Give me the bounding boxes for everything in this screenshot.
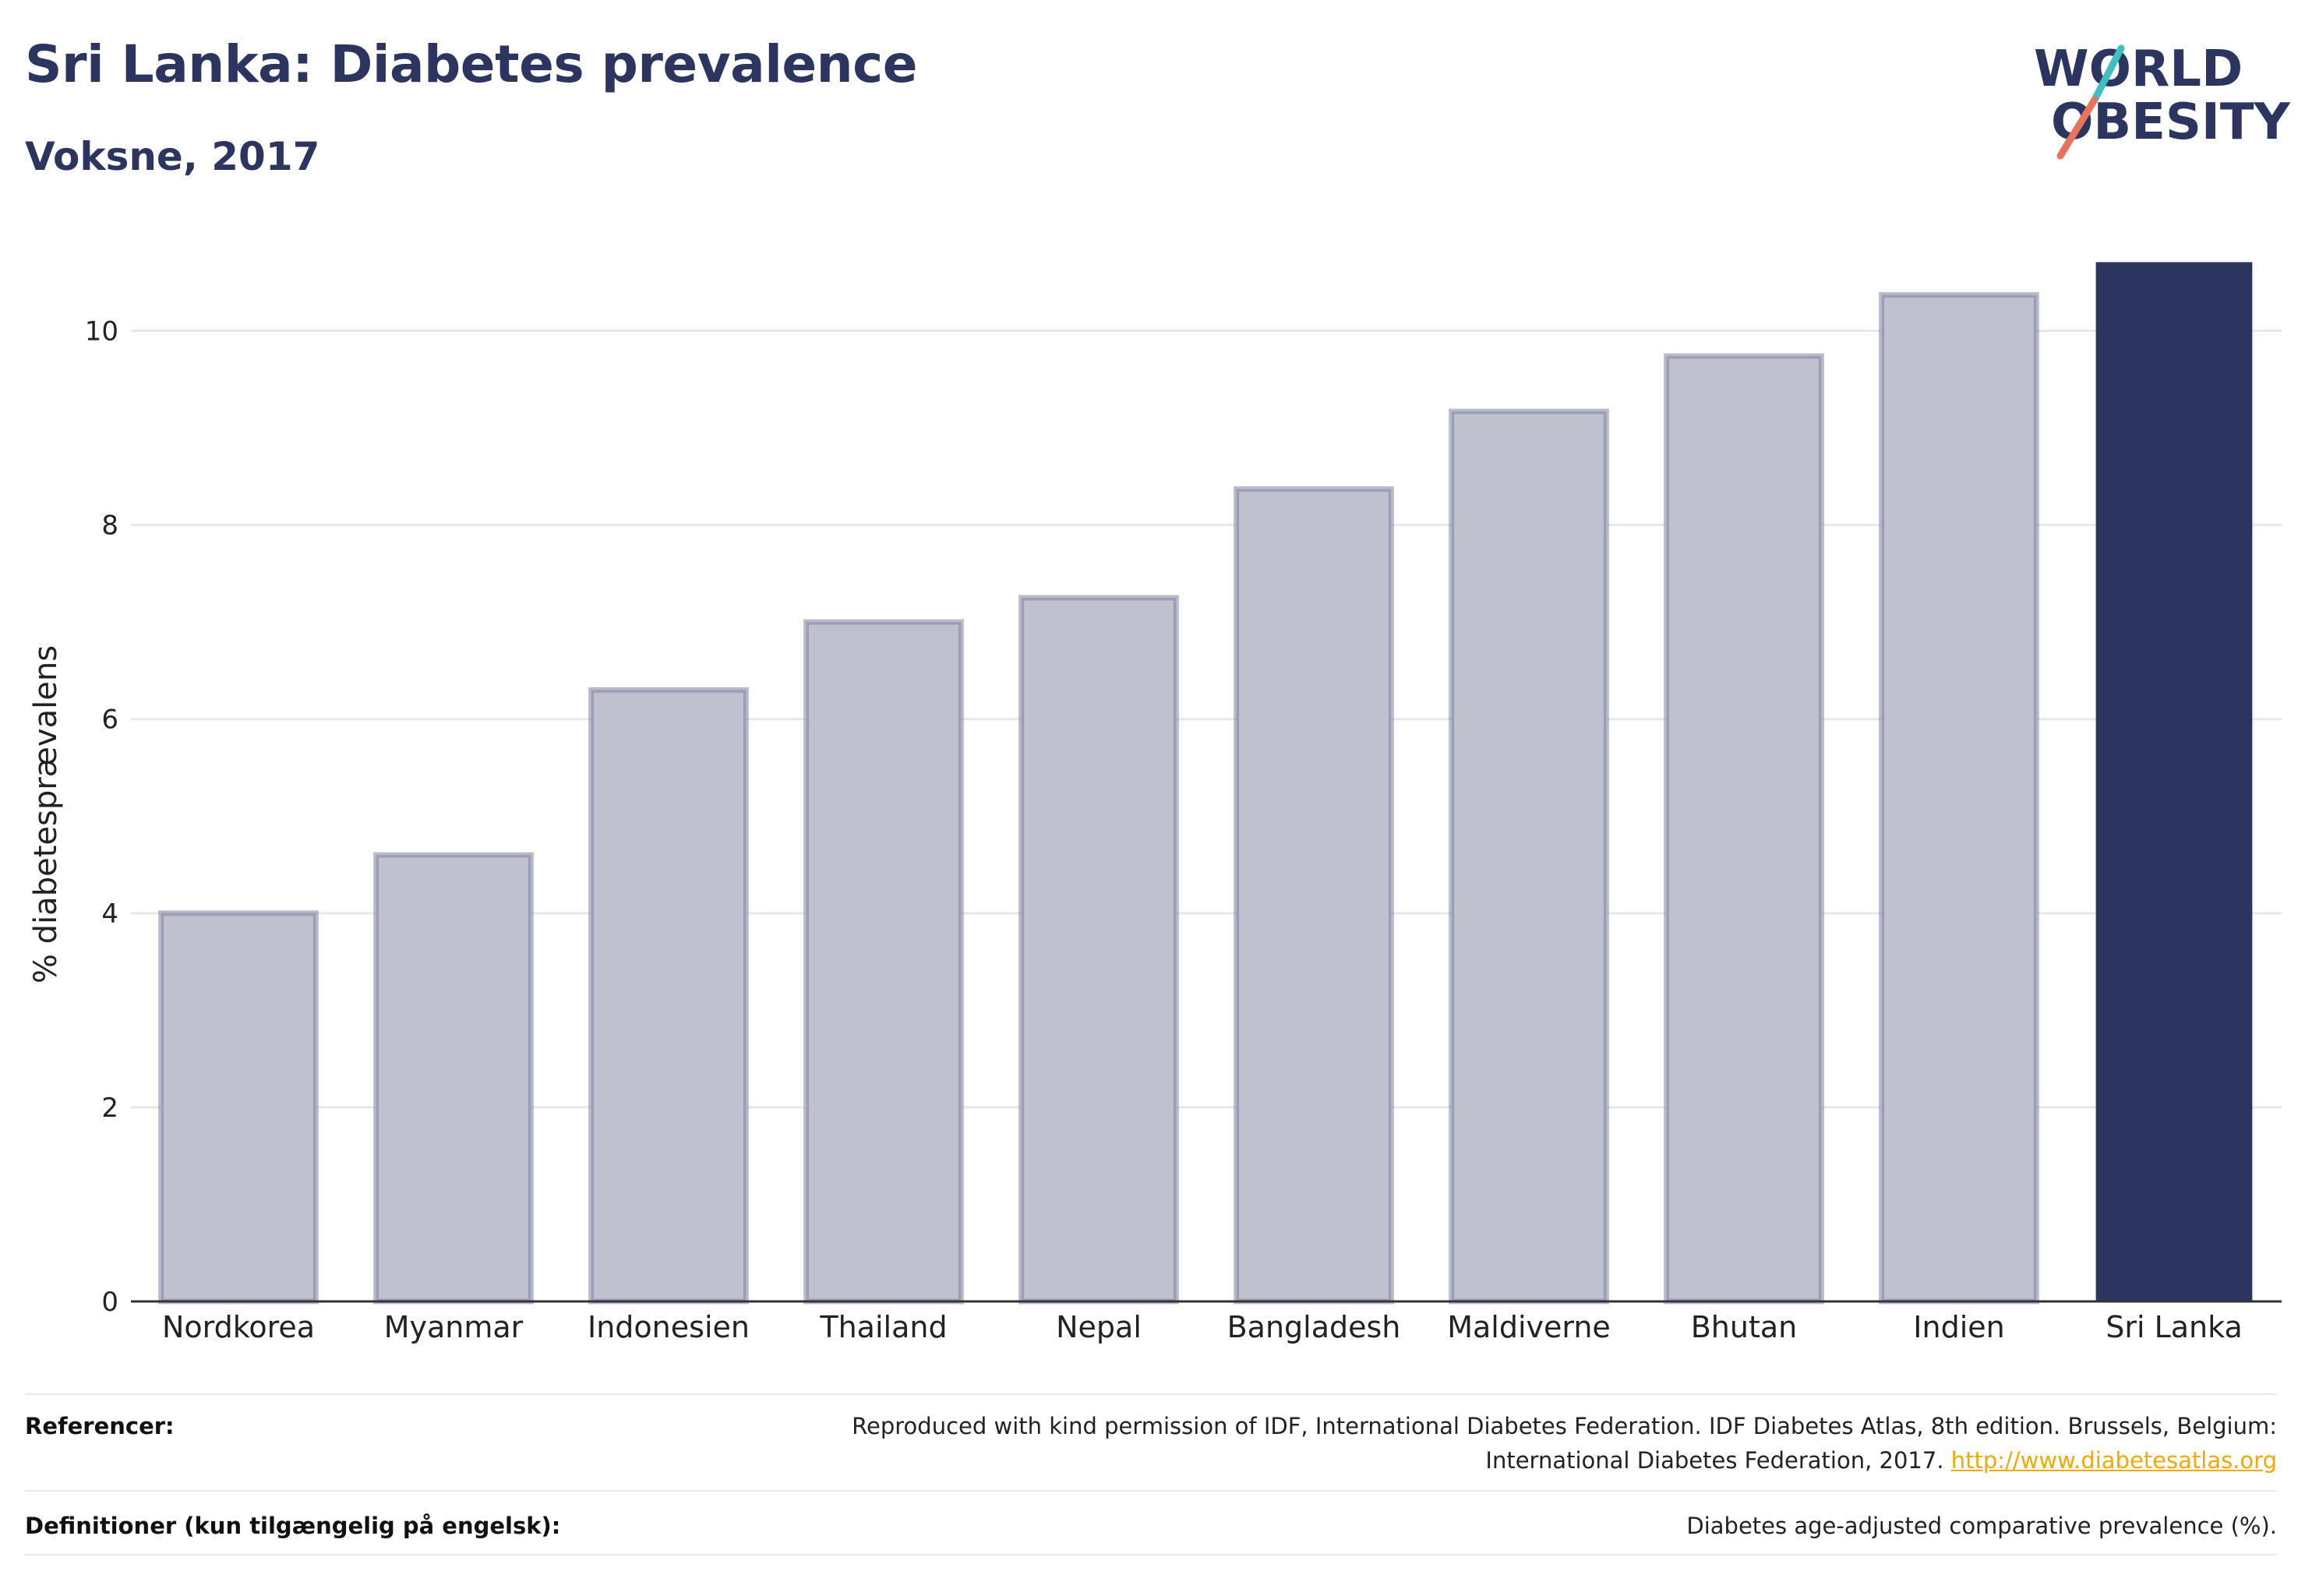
y-axis-label: % diabetesprævalens: [28, 645, 64, 983]
references-line-2-text: International Diabetes Federation, 2017.: [1485, 1447, 1944, 1474]
bar-maldiverne: [1449, 408, 1609, 1305]
x-tick-label: Nepal: [1056, 1310, 1142, 1344]
bar-bangladesh: [1234, 486, 1394, 1305]
logo-slash-coral: [2056, 96, 2099, 160]
bar-bhutan: [1664, 353, 1824, 1305]
footer-divider-middle: [25, 1490, 2277, 1492]
references-label: Referencer:: [25, 1413, 175, 1439]
y-tick-label: 10: [85, 316, 118, 348]
bar-nordkorea: [158, 910, 319, 1305]
references-link[interactable]: http://www.diabetesatlas.org: [1950, 1447, 2277, 1474]
definitions-row: Definitioner (kun tilgængelig på engelsk…: [25, 1509, 2277, 1543]
x-tick-label: Bhutan: [1691, 1310, 1798, 1344]
chart-title: Sri Lanka: Diabetes prevalence: [25, 34, 917, 94]
bar-nepal: [1018, 595, 1179, 1305]
y-tick-label: 0: [101, 1287, 118, 1318]
references-line-2: International Diabetes Federation, 2017.…: [852, 1443, 2277, 1478]
bar-thailand: [803, 619, 964, 1305]
x-tick-label: Indien: [1913, 1310, 2004, 1344]
x-tick-label: Thailand: [819, 1310, 947, 1344]
bar-indonesien: [588, 687, 749, 1305]
bar-myanmar: [373, 852, 534, 1305]
references-line-1: Reproduced with kind permission of IDF, …: [852, 1413, 2277, 1439]
x-tick-label: Indonesien: [588, 1310, 750, 1344]
logo-slash-teal: [2091, 44, 2125, 104]
logo-line1: WORLD: [2034, 41, 2243, 98]
x-axis-labels: Nordkorea Myanmar Indonesien Thailand Nepal B…: [162, 1310, 2243, 1344]
x-tick-label: Maldiverne: [1447, 1310, 1611, 1344]
bars: [158, 262, 2253, 1305]
x-tick-label: Sri Lanka: [2106, 1310, 2243, 1344]
references-text: Reproduced with kind permission of IDF, …: [852, 1409, 2277, 1478]
y-tick-label: 6: [101, 704, 118, 736]
footer-divider-bottom: [25, 1554, 2277, 1555]
x-tick-label: Nordkorea: [162, 1310, 315, 1344]
chart-subtitle: Voksne, 2017: [25, 134, 320, 179]
x-tick-label: Myanmar: [384, 1310, 524, 1344]
y-tick-label: 8: [101, 510, 118, 542]
definitions-text: Diabetes age-adjusted comparative preval…: [1686, 1513, 2277, 1539]
world-obesity-logo: WORLD OBESITY: [2034, 41, 2290, 160]
bar-indien: [1879, 291, 2039, 1305]
footer-divider-top: [25, 1393, 2277, 1395]
bar-sri-lanka: [2095, 262, 2253, 1302]
references-row: Referencer: Reproduced with kind permiss…: [25, 1409, 2277, 1478]
x-tick-label: Bangladesh: [1227, 1310, 1401, 1344]
bar-chart: 0 2 4 6 8 10 Nordkorea Myanmar Indonesien Thaila…: [28, 262, 2282, 1344]
y-tick-label: 2: [101, 1093, 118, 1124]
y-axis-ticks: 0 2 4 6 8 10: [85, 316, 118, 1318]
y-tick-label: 4: [101, 899, 118, 930]
definitions-label: Definitioner (kun tilgængelig på engelsk…: [25, 1513, 561, 1539]
